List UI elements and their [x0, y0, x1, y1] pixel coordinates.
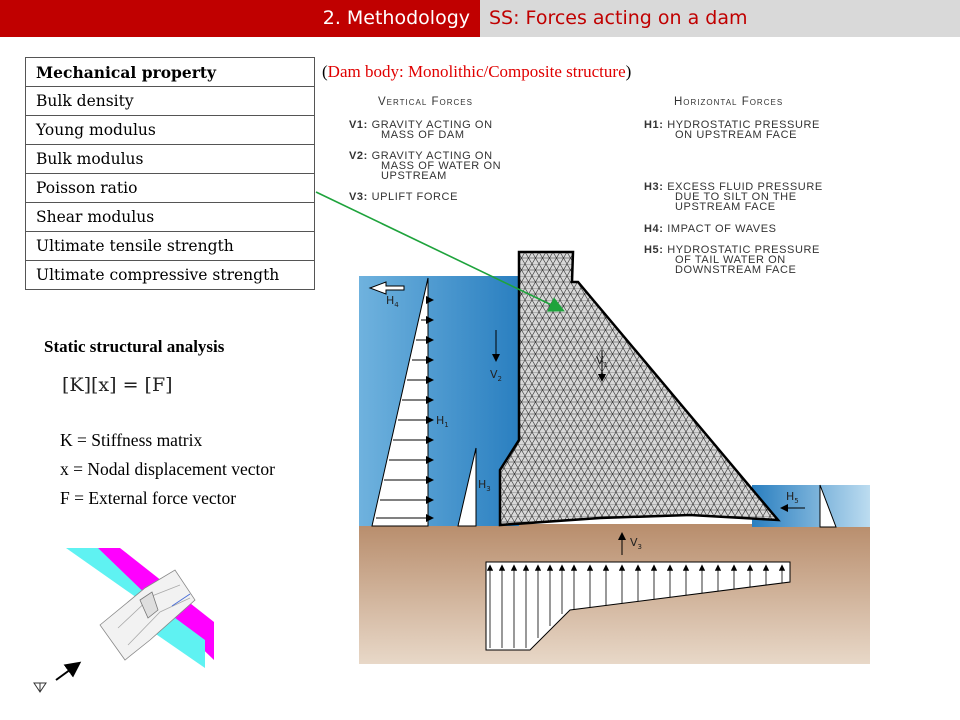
horizontal-forces-heading: Horizontal Forces [674, 96, 784, 108]
table-row: Young modulus [25, 115, 315, 145]
definition-x: x = Nodal displacement vector [60, 459, 275, 479]
force-h4: H4: Impact of waves [644, 223, 777, 235]
table-row: Poisson ratio [25, 173, 315, 203]
label-v3: V3 [630, 536, 642, 551]
orientation-arrow [55, 661, 82, 681]
definition-k: K = Stiffness matrix [60, 430, 203, 450]
table-row: Shear modulus [25, 202, 315, 232]
mechanical-property-table: Mechanical property Bulk density Young m… [25, 57, 315, 290]
tailwater-triangle-h5 [819, 484, 837, 528]
uplift-arrows [486, 564, 786, 648]
label-h5: H5 [786, 490, 799, 505]
label-h4: H4 [386, 294, 399, 309]
force-v1: V1: Gravity acting on mass of dam [349, 119, 493, 141]
force-v2: V2: Gravity acting on mass of water on u… [349, 150, 502, 182]
wave-arrow-h4 [368, 281, 405, 295]
force-v3: V3: Uplift force [349, 191, 459, 203]
label-v2: V2 [490, 368, 502, 383]
header-topic: SS: Forces acting on a dam [480, 0, 960, 37]
force-h3: H3: Excess fluid pressure due to silt on… [644, 181, 823, 213]
green-pointer-arrow [315, 191, 565, 312]
h1-pressure-arrows [376, 296, 434, 522]
dam-body-subtitle: (Dam body: Monolithic/Composite structur… [322, 62, 632, 81]
label-v1: V1 [596, 354, 608, 369]
silt-triangle-h3 [457, 447, 477, 527]
definition-f: F = External force vector [60, 488, 237, 508]
label-h3: H3 [478, 478, 491, 493]
stiffness-equation: [K][x] = [F] [62, 374, 173, 396]
dam-3d-model-thumbnail [66, 548, 214, 668]
table-row: Ultimate compressive strength [25, 260, 315, 290]
label-h1: H1 [436, 414, 449, 429]
axis-triad-icon [33, 682, 47, 693]
force-h5: H5: Hydrostatic pressure of tail water o… [644, 244, 820, 276]
dam-body-mesh [498, 250, 781, 527]
force-h1: H1: Hydrostatic pressure on upstream fac… [644, 119, 820, 141]
static-analysis-title: Static structural analysis [44, 337, 225, 356]
vertical-forces-heading: Vertical Forces [378, 96, 473, 108]
table-row: Bulk modulus [25, 144, 315, 174]
table-row: Ultimate tensile strength [25, 231, 315, 261]
header-section: 2. Methodology [0, 0, 480, 37]
